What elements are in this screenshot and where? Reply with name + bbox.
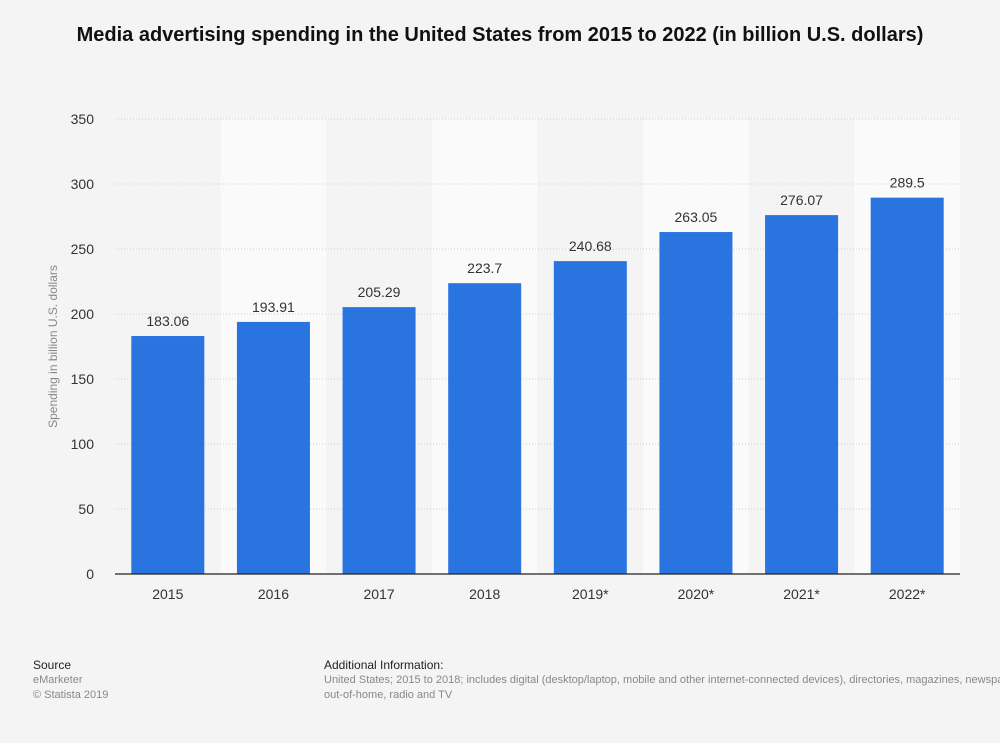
x-tick-label: 2016 bbox=[258, 586, 289, 602]
x-tick-label: 2021* bbox=[783, 586, 820, 602]
x-tick-label: 2019* bbox=[572, 586, 609, 602]
bar bbox=[131, 336, 205, 574]
bar bbox=[765, 215, 839, 574]
data-label: 289.5 bbox=[890, 175, 925, 191]
data-label: 276.07 bbox=[780, 192, 823, 208]
source-block: Source eMarketer © Statista 2019 bbox=[33, 658, 108, 703]
y-tick-label: 50 bbox=[78, 501, 94, 517]
copyright-text: © Statista 2019 bbox=[33, 689, 109, 701]
x-tick-label: 2020* bbox=[678, 586, 715, 602]
y-tick-label: 100 bbox=[71, 436, 95, 452]
data-label: 205.29 bbox=[358, 284, 401, 300]
additional-info-block: Additional Information: United States; 2… bbox=[324, 658, 1000, 703]
data-label: 263.05 bbox=[675, 209, 718, 225]
source-label: Source bbox=[33, 658, 72, 672]
y-tick-label: 300 bbox=[71, 176, 95, 192]
bar bbox=[870, 197, 944, 574]
data-label: 223.7 bbox=[467, 260, 502, 276]
chart-title: Media advertising spending in the United… bbox=[76, 24, 924, 46]
bar bbox=[342, 307, 416, 574]
data-label: 183.06 bbox=[146, 313, 189, 329]
x-tick-label: 2017 bbox=[363, 586, 394, 602]
data-label: 193.91 bbox=[252, 299, 295, 315]
bar bbox=[236, 321, 310, 574]
y-tick-label: 200 bbox=[71, 306, 95, 322]
x-tick-label: 2018 bbox=[469, 586, 500, 602]
x-tick-label: 2022* bbox=[889, 586, 926, 602]
y-tick-label: 250 bbox=[71, 241, 95, 257]
additional-info-label: Additional Information: bbox=[324, 658, 444, 672]
additional-info-text: United States; 2015 to 2018; includes di… bbox=[324, 674, 1000, 701]
data-label: 240.68 bbox=[569, 238, 612, 254]
bar bbox=[553, 261, 627, 574]
bar bbox=[448, 283, 522, 574]
y-tick-label: 150 bbox=[71, 371, 95, 387]
x-tick-label: 2015 bbox=[152, 586, 183, 602]
y-tick-label: 0 bbox=[86, 566, 94, 582]
source-name: eMarketer bbox=[33, 674, 83, 686]
y-tick-label: 350 bbox=[71, 111, 95, 127]
bar bbox=[659, 232, 733, 574]
y-axis-title: Spending in billion U.S. dollars bbox=[46, 265, 60, 428]
